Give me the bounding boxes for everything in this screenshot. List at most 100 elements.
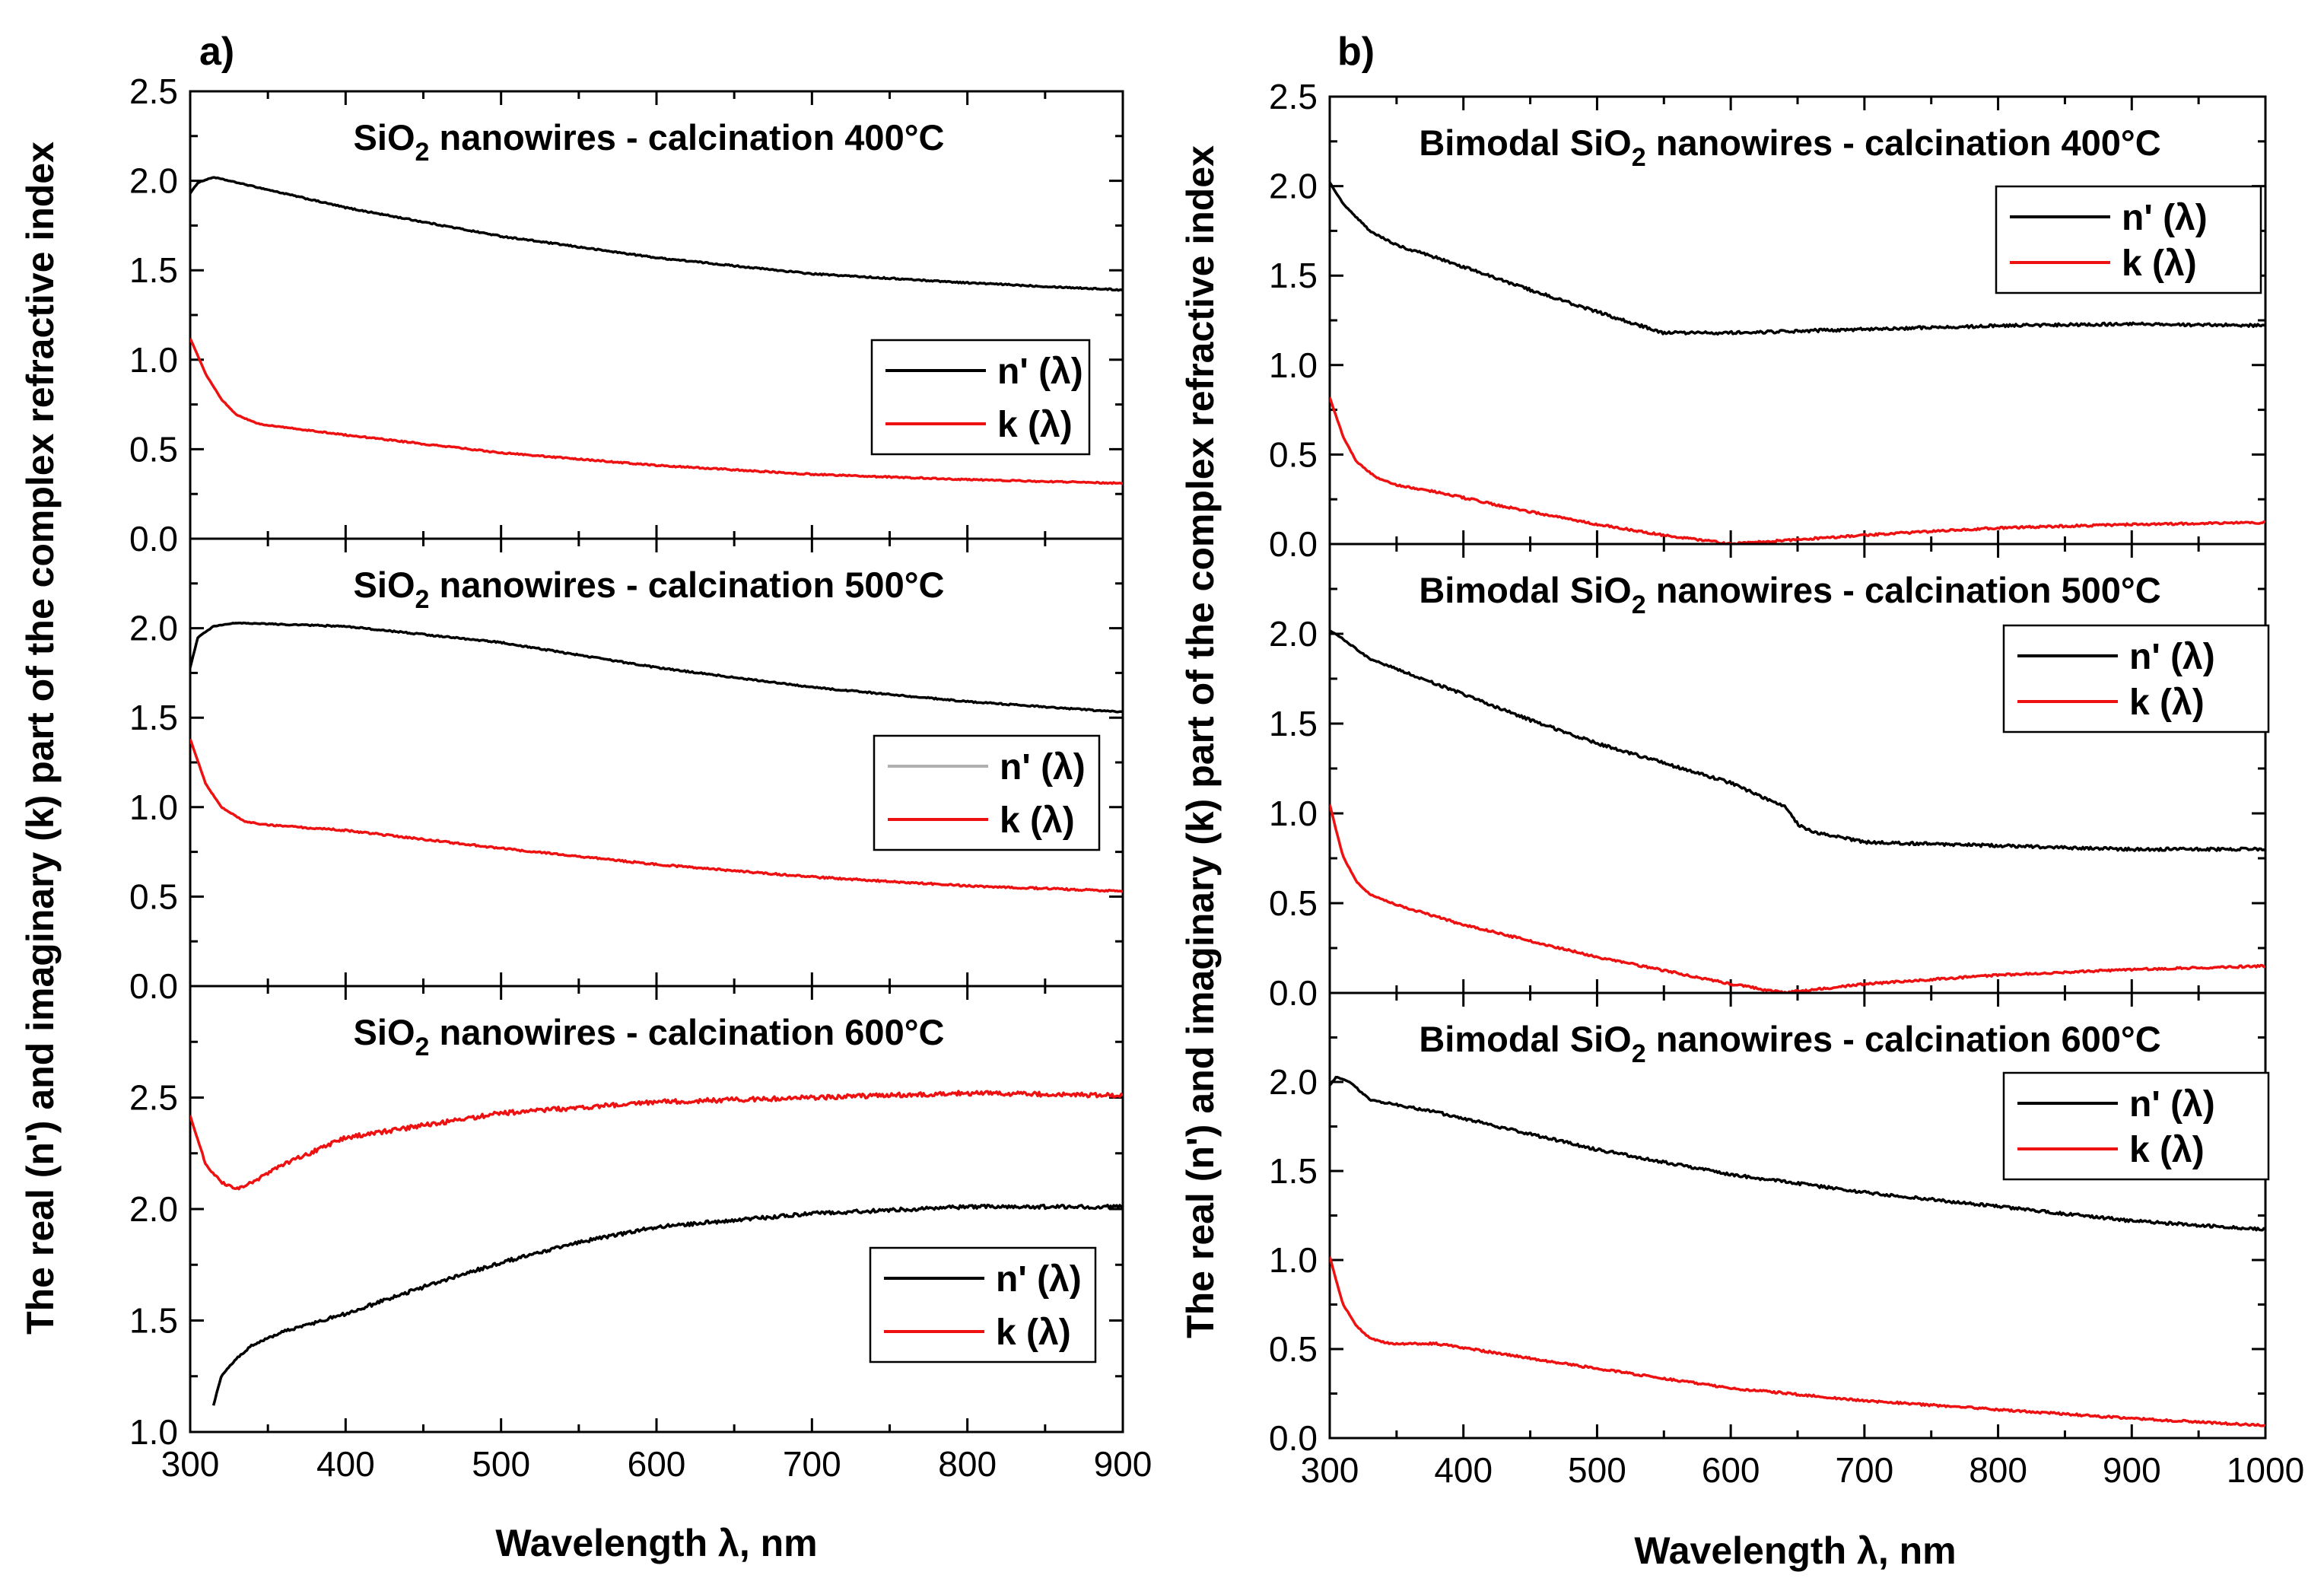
panel-title: Bimodal SiO2 nanowires - calcination 500…: [1419, 570, 2160, 619]
y-tick-label: 2.0: [1269, 167, 1318, 206]
y-axis-title-b: The real (n') and imaginary (k) part of …: [1179, 145, 1222, 1338]
x-tick-label: 500: [472, 1444, 530, 1484]
y-tick-label: 1.5: [129, 698, 178, 737]
legend-label: k (λ): [1000, 800, 1075, 841]
legend-box: [869, 1246, 1097, 1363]
x-tick-label: 500: [1568, 1450, 1626, 1490]
legend-box: [870, 339, 1091, 456]
series-k-line: [190, 738, 1123, 893]
y-tick-label: 0.5: [129, 877, 178, 916]
legend-label: k (λ): [2129, 683, 2205, 723]
panel-title: SiO2 nanowires - calcination 500°C: [354, 565, 945, 614]
series-k-line: [1330, 396, 2265, 544]
x-axis-title-b: Wavelength λ, nm: [1634, 1529, 1956, 1572]
chart-panel-5: 0.0 0.5 1.0 1.5 2.0 Bimodal SiO2 nanowires - …: [1269, 543, 2270, 1013]
x-tick-label: 800: [1969, 1450, 2027, 1490]
plot-frame: [189, 90, 1124, 540]
legend: n' (λ) k (λ): [1995, 185, 2262, 294]
legend: n' (λ) k (λ): [869, 1246, 1097, 1363]
y-tick-label: 2.0: [129, 1189, 178, 1229]
y-tick-label: 0.5: [1269, 1329, 1318, 1369]
x-tick-label: 300: [161, 1444, 220, 1484]
y-tick-label: 1.5: [1269, 256, 1318, 295]
legend-label: n' (λ): [2122, 198, 2208, 238]
y-tick-label: 1.0: [129, 788, 178, 827]
x-tick-label: 900: [2103, 1450, 2161, 1490]
legend-label: n' (λ): [996, 1259, 1082, 1300]
chart-panel-1: 0.0 0.5 1.0 1.5 2.0 2.5 SiO2 nanowires - calci…: [129, 72, 1124, 558]
y-tick-label: 1.0: [1269, 345, 1318, 385]
y-tick-label: 1.0: [129, 340, 178, 380]
y-tick-label: 2.0: [1269, 1062, 1318, 1102]
series-n-line: [1330, 629, 2265, 852]
legend: n' (λ) k (λ): [873, 734, 1101, 851]
y-tick-label: 2.0: [129, 609, 178, 648]
series-n-line: [1330, 1075, 2265, 1232]
x-tick-label: 600: [628, 1444, 686, 1484]
y-tick-label: 0.5: [1269, 883, 1318, 923]
legend-label: n' (λ): [2129, 637, 2215, 677]
y-tick-label: 1.5: [1269, 704, 1318, 743]
y-tick-label: 0.0: [1269, 524, 1318, 564]
series-k-line: [1330, 803, 2265, 993]
x-tick-label: 300: [1301, 1450, 1359, 1490]
x-tick-label: 600: [1702, 1450, 1760, 1490]
y-tick-label: 1.0: [129, 1412, 178, 1452]
y-tick-label: 2.5: [129, 72, 178, 111]
series-n-line: [211, 1203, 1123, 1406]
panel-label: a): [199, 30, 234, 74]
y-tick-label: 0.5: [1269, 434, 1318, 474]
panel-title: Bimodal SiO2 nanowires - calcination 600…: [1419, 1019, 2160, 1068]
plot-frame: [1328, 991, 2267, 1440]
legend-label: k (λ): [996, 1313, 1071, 1353]
y-tick-label: 0.0: [1269, 973, 1318, 1013]
x-tick-label: 400: [1434, 1450, 1493, 1490]
panel-label: b): [1337, 30, 1375, 74]
panel-title: SiO2 nanowires - calcination 600°C: [354, 1012, 945, 1061]
y-tick-label: 1.5: [129, 250, 178, 290]
legend: n' (λ) k (λ): [2002, 1071, 2270, 1181]
y-tick-label: 2.5: [129, 1078, 178, 1118]
x-tick-label: 1000: [2227, 1450, 2304, 1490]
x-tick-label: 700: [1835, 1450, 1893, 1490]
x-tick-label: 900: [1094, 1444, 1152, 1484]
chart-panel-2: 0.0 0.5 1.0 1.5 2.0 SiO2 nanowires - calcinat…: [129, 537, 1124, 1006]
chart-panel-4: 0.0 0.5 1.0 1.5 2.0 2.5 Bimodal SiO2 nanowires…: [1269, 77, 2267, 564]
legend-box: [2002, 1071, 2270, 1181]
y-tick-label: 2.0: [1269, 614, 1318, 654]
legend: n' (λ) k (λ): [870, 339, 1091, 456]
series-k-line: [190, 1090, 1123, 1191]
chart-panel-6: 0.0 0.5 1.0 1.5 2.0 300 400 500 600 700 800 900 1000…: [1269, 991, 2304, 1490]
y-tick-label: 0.5: [129, 429, 178, 469]
legend-label: n' (λ): [997, 352, 1083, 392]
y-tick-label: 1.5: [1269, 1151, 1318, 1191]
legend-label: k (λ): [2122, 243, 2197, 284]
y-tick-label: 0.0: [1269, 1418, 1318, 1458]
y-tick-label: 2.0: [129, 161, 178, 201]
y-tick-label: 1.5: [129, 1301, 178, 1341]
plot-frame: [1328, 95, 2267, 546]
x-tick-label: 700: [783, 1444, 841, 1484]
series-n-line: [190, 176, 1123, 292]
y-tick-label: 1.0: [1269, 794, 1318, 833]
legend-label: k (λ): [2129, 1130, 2205, 1170]
x-tick-label: 800: [938, 1444, 997, 1484]
legend-label: k (λ): [997, 405, 1073, 445]
plot-frame: [189, 985, 1124, 1433]
legend-box: [2002, 624, 2270, 733]
series-k-line: [190, 338, 1123, 485]
y-tick-label: 0.0: [129, 966, 178, 1006]
legend-box: [873, 734, 1101, 851]
panel-title: SiO2 nanowires - calcination 400°C: [354, 117, 945, 167]
legend: n' (λ) k (λ): [2002, 624, 2270, 733]
y-axis-title-a: The real (n') and imaginary (k) part of …: [19, 142, 62, 1335]
legend-box: [1995, 185, 2262, 294]
series-k-line: [1330, 1256, 2265, 1427]
y-tick-label: 0.0: [129, 519, 178, 558]
chart-panel-3: 1.0 1.5 2.0 2.5 300 400 500 600 700 800 900 SiO2 na…: [129, 985, 1152, 1484]
legend-label: n' (λ): [2129, 1084, 2215, 1125]
series-n-line: [190, 621, 1123, 714]
x-tick-label: 400: [316, 1444, 375, 1484]
panel-title: Bimodal SiO2 nanowires - calcination 400…: [1419, 123, 2160, 172]
